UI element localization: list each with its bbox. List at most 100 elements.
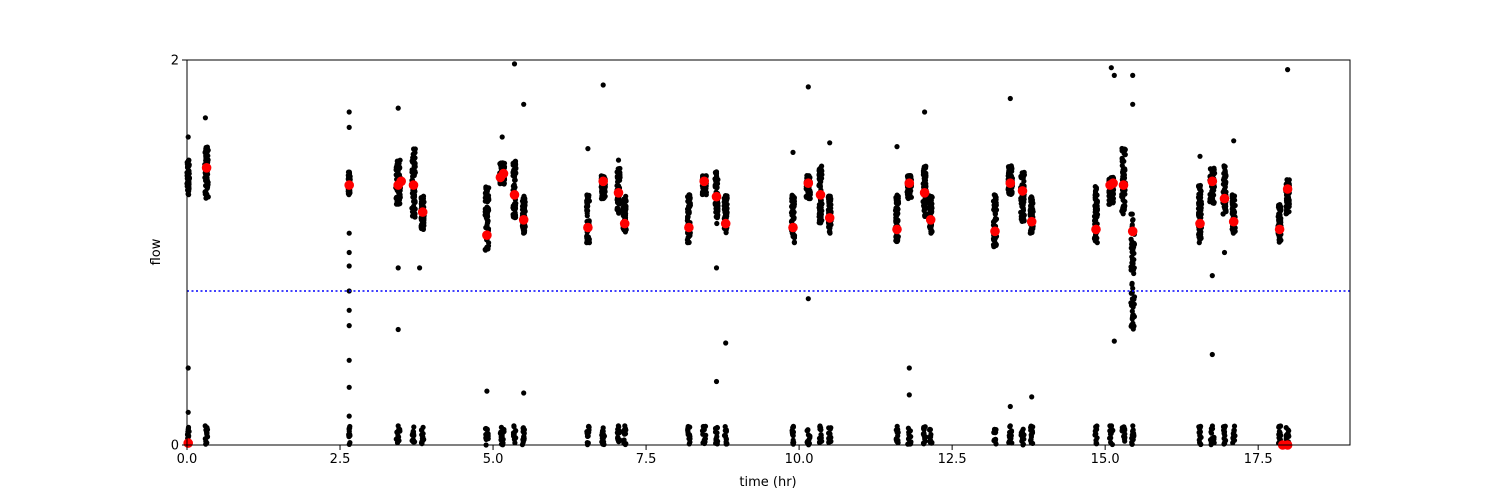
raw-point-low xyxy=(203,438,209,444)
raw-point-low xyxy=(498,431,504,437)
x-tick-label: 12.5 xyxy=(938,452,967,467)
raw-point xyxy=(411,146,417,152)
y-axis-label: flow xyxy=(149,238,164,265)
raw-point xyxy=(1196,211,1202,217)
raw-point xyxy=(1131,301,1137,307)
raw-point xyxy=(1220,211,1226,217)
raw-outlier-point xyxy=(185,409,191,415)
raw-point xyxy=(410,155,416,161)
raw-point xyxy=(1029,195,1035,201)
raw-point xyxy=(616,210,622,216)
raw-point xyxy=(1286,209,1292,215)
raw-point xyxy=(722,198,728,204)
raw-point-low xyxy=(1006,440,1012,446)
raw-point xyxy=(1121,207,1127,213)
raw-outlier-point xyxy=(723,340,729,346)
raw-outlier-point xyxy=(346,307,352,313)
raw-point xyxy=(621,212,627,218)
raw-point xyxy=(927,194,933,200)
raw-point xyxy=(817,170,823,176)
raw-point xyxy=(893,219,899,225)
raw-point xyxy=(599,188,605,195)
raw-point xyxy=(510,206,517,212)
raw-point xyxy=(1019,201,1025,207)
raw-point xyxy=(790,193,796,199)
raw-outlier-point xyxy=(1108,65,1114,71)
raw-point-low xyxy=(1277,423,1283,429)
raw-point xyxy=(723,213,729,219)
raw-outlier-point xyxy=(1111,72,1117,78)
plot-area xyxy=(183,61,1350,450)
raw-point xyxy=(483,197,490,203)
raw-point-low xyxy=(790,432,796,438)
raw-outlier-point xyxy=(202,115,208,121)
raw-point xyxy=(893,238,899,244)
highlight-point xyxy=(1219,193,1230,204)
raw-point xyxy=(1231,229,1237,235)
highlight-point xyxy=(1127,226,1138,237)
raw-point xyxy=(1092,236,1098,242)
raw-outlier-point xyxy=(395,265,401,271)
raw-point-low xyxy=(1122,434,1128,441)
raw-point-low xyxy=(1129,439,1135,445)
raw-point-low xyxy=(419,432,425,438)
raw-point xyxy=(791,239,798,245)
raw-point-low xyxy=(1020,441,1026,447)
raw-point xyxy=(1223,172,1229,178)
raw-point xyxy=(1094,192,1100,198)
raw-point xyxy=(393,172,399,178)
raw-point xyxy=(615,200,622,206)
raw-point-low xyxy=(907,428,914,434)
highlight-point xyxy=(1282,184,1293,194)
raw-point xyxy=(806,194,812,200)
raw-point-low xyxy=(1021,436,1027,442)
raw-point xyxy=(895,234,901,240)
raw-outlier-point xyxy=(346,384,352,390)
raw-point xyxy=(420,198,426,205)
raw-point-low xyxy=(1092,431,1099,437)
raw-point xyxy=(520,228,527,234)
raw-point xyxy=(1129,241,1135,247)
raw-point-low xyxy=(1019,428,1025,434)
raw-point xyxy=(346,190,352,196)
raw-point xyxy=(894,212,900,218)
raw-outlier-point xyxy=(346,109,352,115)
raw-point xyxy=(484,244,490,250)
raw-point xyxy=(1129,296,1135,302)
highlight-point xyxy=(919,188,930,198)
raw-point xyxy=(894,205,901,211)
raw-point xyxy=(584,192,590,198)
raw-point xyxy=(713,180,719,186)
raw-point-low xyxy=(1107,435,1113,441)
raw-point-low xyxy=(1008,428,1015,434)
raw-point xyxy=(1021,169,1027,175)
raw-point-low xyxy=(599,435,605,441)
plot-frame xyxy=(186,59,1351,446)
raw-point-low xyxy=(1030,424,1036,430)
raw-point xyxy=(1130,217,1136,223)
raw-point-low xyxy=(1208,426,1214,432)
raw-point-low xyxy=(521,430,527,436)
raw-point xyxy=(687,200,693,206)
raw-outlier-point xyxy=(395,105,401,111)
raw-point-low xyxy=(204,427,211,433)
x-tick-label: 7.5 xyxy=(636,452,657,467)
x-axis-label: time (hr) xyxy=(739,475,796,490)
raw-point xyxy=(410,212,417,218)
raw-point-low xyxy=(1231,423,1238,429)
raw-point-low xyxy=(790,437,796,443)
raw-point-low xyxy=(805,427,811,433)
raw-point xyxy=(1276,234,1282,240)
raw-point xyxy=(816,211,822,217)
raw-point xyxy=(905,192,912,198)
raw-point xyxy=(186,157,192,163)
highlight-point xyxy=(803,178,814,188)
raw-outlier-point xyxy=(1007,95,1013,102)
raw-point xyxy=(1222,168,1228,174)
highlight-point xyxy=(720,218,731,229)
raw-point xyxy=(791,216,797,222)
raw-outlier-point xyxy=(346,413,352,419)
raw-outlier-point xyxy=(600,82,606,88)
raw-point xyxy=(685,214,691,220)
raw-point-low xyxy=(483,425,489,432)
